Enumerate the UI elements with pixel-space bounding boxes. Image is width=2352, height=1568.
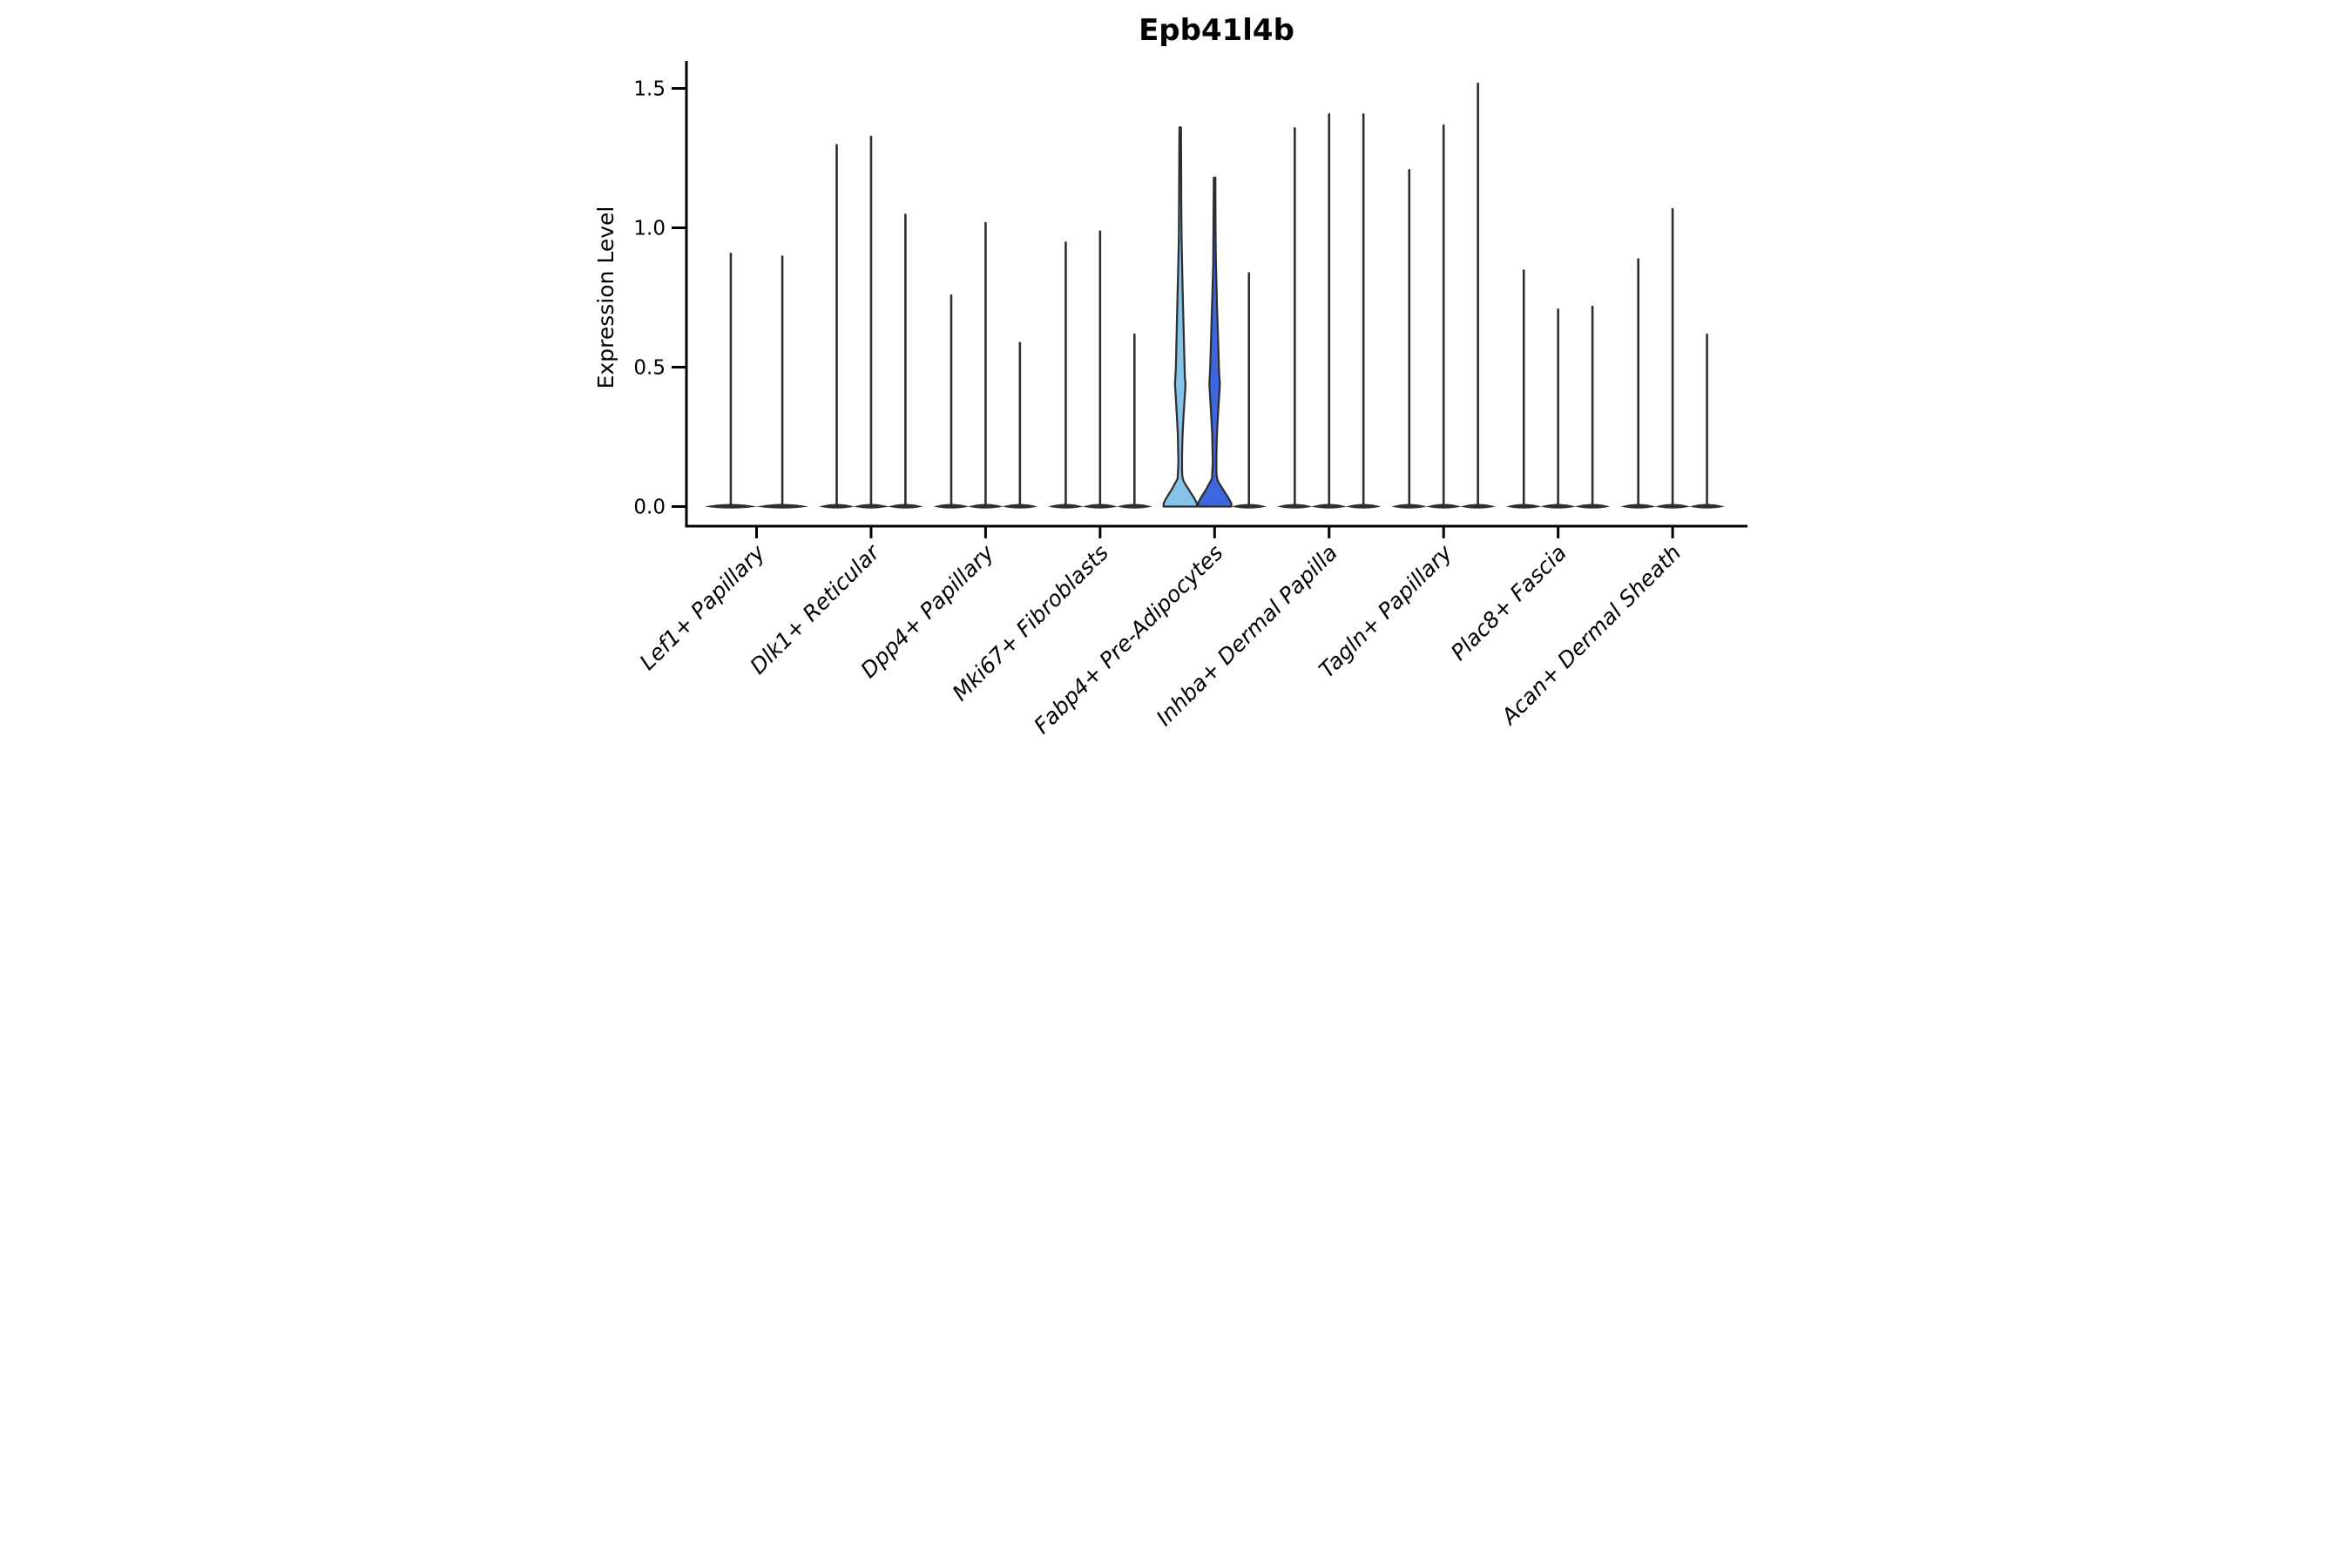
violin bbox=[1540, 308, 1576, 509]
violin bbox=[1574, 305, 1611, 509]
violin-base bbox=[1620, 504, 1656, 509]
violin-base bbox=[853, 504, 889, 509]
violin bbox=[1391, 169, 1427, 509]
violin-base bbox=[1574, 504, 1611, 509]
violin bbox=[1117, 333, 1152, 509]
y-tick-label: 0.0 bbox=[633, 497, 666, 519]
x-tick-label: Inhba+ Dermal Papilla bbox=[1152, 540, 1342, 731]
violin-base bbox=[756, 504, 809, 509]
x-tick-label: Acan+ Dermal Sheath bbox=[1496, 540, 1686, 731]
violin-base bbox=[1002, 504, 1038, 509]
violin-base bbox=[1231, 504, 1267, 509]
violin bbox=[1048, 241, 1084, 509]
violin bbox=[1689, 333, 1725, 509]
violin-base bbox=[1311, 504, 1347, 509]
violins bbox=[704, 82, 1725, 509]
violin-base bbox=[1082, 504, 1119, 509]
violin-base bbox=[968, 504, 1004, 509]
violin bbox=[1460, 82, 1496, 509]
violin bbox=[1620, 258, 1656, 509]
violin-plot-figure: Epb41l4b Expression Level 0.0 0.5 1.0 1.5 Le… bbox=[588, 0, 1764, 784]
violin bbox=[1654, 207, 1691, 509]
violin-plot-canvas: Epb41l4b Expression Level 0.0 0.5 1.0 1.5 Le… bbox=[588, 0, 1764, 784]
violin bbox=[704, 252, 757, 509]
y-axis-title: Expression Level bbox=[593, 206, 618, 389]
violin bbox=[933, 294, 970, 509]
violin-base bbox=[933, 504, 970, 509]
violin-base bbox=[1277, 504, 1313, 509]
violin bbox=[756, 255, 809, 509]
violin bbox=[888, 213, 923, 509]
violin-base bbox=[1460, 504, 1496, 509]
violin bbox=[819, 144, 855, 509]
violin-body-highlighted bbox=[1162, 126, 1199, 508]
violin bbox=[1002, 341, 1038, 509]
violin bbox=[1277, 127, 1313, 509]
violin-body-highlighted bbox=[1196, 176, 1233, 508]
violin-base bbox=[1689, 504, 1725, 509]
x-tick-label: Plac8+ Fascia bbox=[1446, 540, 1571, 666]
violin bbox=[1311, 113, 1347, 509]
violin-base bbox=[1505, 504, 1542, 509]
violin-base bbox=[1345, 504, 1382, 509]
x-tick-label: Lef1+ Papillary bbox=[635, 539, 771, 675]
violin bbox=[968, 221, 1004, 509]
violin bbox=[1505, 269, 1542, 509]
violin-base bbox=[1391, 504, 1427, 509]
violin-base bbox=[888, 504, 923, 509]
violin bbox=[1345, 113, 1382, 509]
chart-title: Epb41l4b bbox=[1139, 13, 1294, 48]
violin-base bbox=[1048, 504, 1084, 509]
violin bbox=[1082, 230, 1119, 509]
y-tick-label: 0.5 bbox=[633, 357, 666, 380]
violin-base bbox=[1654, 504, 1691, 509]
violin bbox=[1196, 176, 1233, 508]
x-tick-label: Fabp4+ Pre-Adipocytes bbox=[1029, 540, 1227, 739]
violin-base bbox=[1540, 504, 1576, 509]
y-tick-label: 1.0 bbox=[633, 218, 666, 240]
violin-base bbox=[819, 504, 855, 509]
violin-base bbox=[1425, 504, 1462, 509]
violin bbox=[1162, 126, 1199, 508]
violin bbox=[1231, 272, 1267, 509]
violin-base bbox=[1117, 504, 1152, 509]
violin-base bbox=[704, 504, 757, 509]
violin bbox=[853, 135, 889, 509]
violin bbox=[1425, 124, 1462, 509]
y-tick-label: 1.5 bbox=[633, 78, 666, 101]
